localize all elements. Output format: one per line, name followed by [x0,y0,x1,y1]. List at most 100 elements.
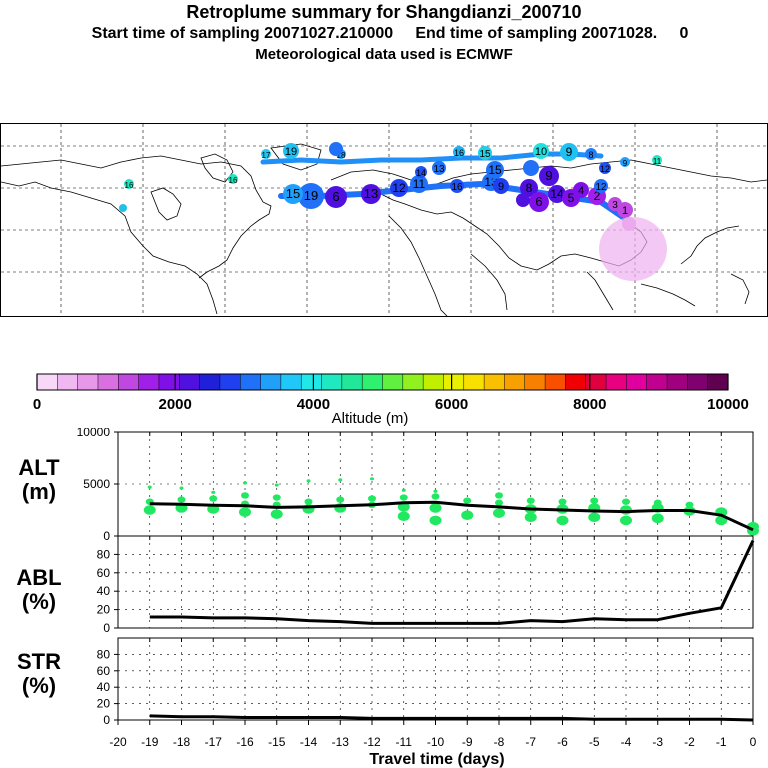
colorbar-cell [382,374,404,390]
colorbar-cell [667,374,688,390]
colorbar-tick-label: 0 [33,396,41,413]
scatter-point [336,496,345,503]
scatter-point [620,515,632,526]
sampling-time-line: Start time of sampling 20071027.210000 E… [91,25,689,42]
met-data-line: Meteorological data used is ECMWF [255,46,513,63]
y-tick-label: 10000 [77,428,111,439]
colorbar-cell [341,374,363,390]
scatter-point [429,503,442,513]
plume-cluster [533,143,549,159]
scatter-point [397,511,410,522]
colorbar-cell [97,374,119,390]
scatter-point [304,498,313,505]
scatter-point [272,494,281,501]
y-tick-label: 60 [97,664,111,678]
plume-cluster [415,166,427,178]
scatter-point [524,512,537,523]
scatter-point [239,507,251,517]
scatter-point [588,512,601,523]
x-tick-label: -9 [462,735,473,749]
colorbar-cell [158,374,180,390]
scatter-point [147,485,152,489]
cluster-label: 3 [612,200,618,211]
y-tick-label: 0 [103,713,110,727]
colorbar-cell [402,374,424,390]
cluster-label: 12 [595,182,607,193]
plume-cluster [453,146,465,158]
cluster-label: 9 [498,181,504,193]
x-tick-label: -8 [494,735,505,749]
x-tick-label: -4 [621,735,632,749]
colorbar-cell [606,374,627,390]
colorbar-cell [118,374,140,390]
cluster-label: 4 [578,185,584,197]
scatter-point [590,497,599,504]
scatter-point [399,494,408,501]
cluster-label: 11 [413,177,426,191]
colorbar-cell [687,374,709,390]
map-gridlines [1,124,767,316]
plume-track [260,151,604,165]
scatter-point [526,497,535,504]
colorbar-cell [423,374,444,390]
cluster-label: 15 [488,163,502,177]
x-tick-label: -20 [109,735,127,749]
cluster-label: 18 [337,151,346,160]
cluster-label: 14 [550,187,564,201]
colorbar-cell [565,374,587,390]
x-axis-title: Travel time (days) [369,751,504,768]
plume-cluster [560,143,578,161]
plume-cluster [283,143,299,159]
cluster-label: 19 [285,146,297,158]
colorbar-label: Altitude (m) [332,410,409,427]
cluster-label: 15 [286,186,300,201]
plume-cluster [594,179,608,193]
y-tick-label: 40 [97,584,111,598]
colorbar-cell [646,374,668,390]
x-tick-label: -5 [589,735,600,749]
y-tick-label: 20 [97,603,111,617]
colorbar-cell [199,374,221,390]
plume-cluster [478,146,492,160]
scatter-point [463,497,472,504]
plume-cluster [617,202,633,218]
colorbar-cell [301,374,323,390]
x-tick-label: -14 [300,735,318,749]
colorbar-cell [707,374,729,390]
x-tick-label: -11 [396,735,413,749]
plume-cluster [390,179,408,197]
scatter-point [209,495,218,502]
scatter-point [429,515,442,526]
x-tick-label: 0 [750,735,757,749]
scatter-point [495,499,503,506]
abl-panel: 0 20 40 60 80 [97,535,755,635]
plume-cluster [124,179,134,189]
series-line [149,500,754,532]
scatter-point [306,479,311,483]
panel-frame [117,637,754,721]
cluster-label: 16 [454,148,464,158]
cluster-label: 9 [566,145,573,159]
scatter-point [270,509,283,519]
colorbar-cell [57,374,79,390]
colorbar-cell [37,374,58,390]
series-line [149,714,754,722]
plume-cluster [261,149,271,159]
x-tick-label: -18 [173,735,191,749]
plume-cluster [119,204,127,212]
str-panel: 0 20 40 60 80 [97,637,754,727]
plume-cluster [620,157,630,167]
cluster-label: 6 [332,189,339,204]
plume-cluster [361,184,381,204]
colorbar-cell [219,374,241,390]
scatter-point [368,495,376,502]
cluster-label: 6 [535,194,542,209]
plume-cluster [329,142,343,156]
cluster-label: 5 [568,191,575,205]
cluster-label: 9 [545,168,552,183]
y-tick-label: 0 [103,529,110,543]
scatter-point [685,501,694,508]
scatter-point [241,492,249,499]
x-tick-label: -13 [332,735,350,749]
y-tick-label: 80 [97,647,111,661]
